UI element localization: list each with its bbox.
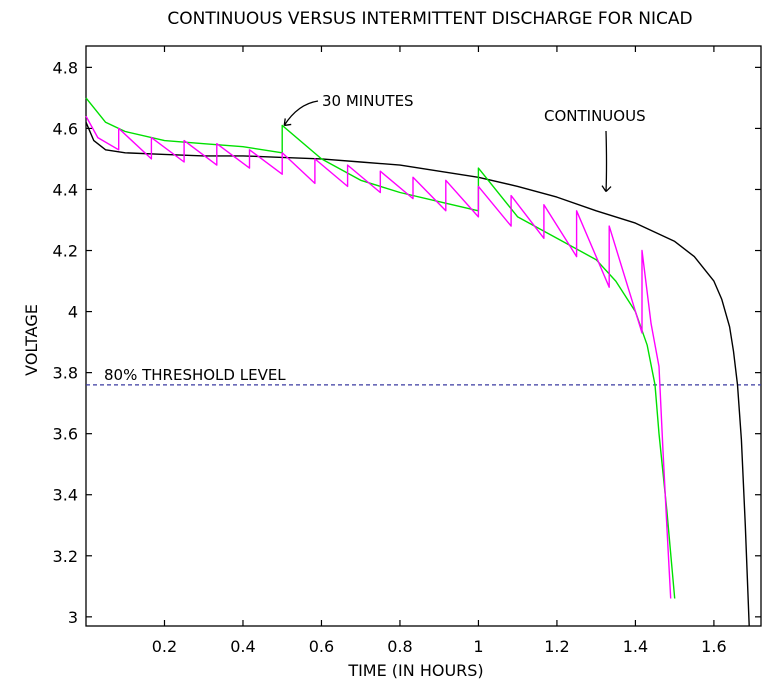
annotation-30-minutes: 30 MINUTES	[322, 92, 414, 110]
y-tick-label: 4.4	[53, 180, 78, 199]
x-axis-label: TIME (IN HOURS)	[347, 661, 483, 680]
x-tick-label: 0.4	[230, 637, 255, 656]
annotation-continuous: CONTINUOUS	[544, 107, 646, 125]
series-group	[85, 97, 750, 627]
y-tick-label: 4.2	[53, 242, 78, 261]
x-tick-label: 0.8	[387, 637, 412, 656]
series-line-1	[85, 97, 676, 599]
x-tick-label: 0.6	[309, 637, 334, 656]
y-tick-label: 3	[68, 608, 78, 627]
series-line-2	[85, 115, 672, 599]
annotation-30-minutes-arrow	[283, 100, 319, 127]
y-tick-label: 3.2	[53, 547, 78, 566]
chart-title: CONTINUOUS VERSUS INTERMITTENT DISCHARGE…	[167, 9, 692, 29]
axis-ticks: 0.2 0.4 0.6 0.8 1 1.2 1.4 1.6 3 3.2 3.4 3.6 3.8 4 4.2 4…	[53, 46, 761, 656]
threshold-group: 80% THRESHOLD LEVEL	[86, 366, 761, 386]
plot-frame	[85, 45, 762, 627]
series-line-0	[85, 122, 750, 627]
y-tick-label: 4	[68, 303, 78, 322]
y-tick-label: 3.6	[53, 425, 78, 444]
x-tick-label: 1.4	[623, 637, 648, 656]
y-tick-label: 4.6	[53, 119, 78, 138]
threshold-label: 80% THRESHOLD LEVEL	[104, 366, 286, 384]
annotation-continuous-arrow	[601, 130, 612, 193]
x-tick-label: 1.2	[544, 637, 569, 656]
y-tick-label: 3.8	[53, 364, 78, 383]
y-tick-label: 4.8	[53, 58, 78, 77]
x-tick-label: 1	[473, 637, 483, 656]
annotations: 30 MINUTES CONTINUOUS	[283, 92, 646, 193]
x-tick-label: 0.2	[152, 637, 177, 656]
y-axis-label: VOLTAGE	[22, 304, 41, 376]
x-tick-label: 1.6	[701, 637, 726, 656]
y-tick-label: 3.4	[53, 486, 78, 505]
